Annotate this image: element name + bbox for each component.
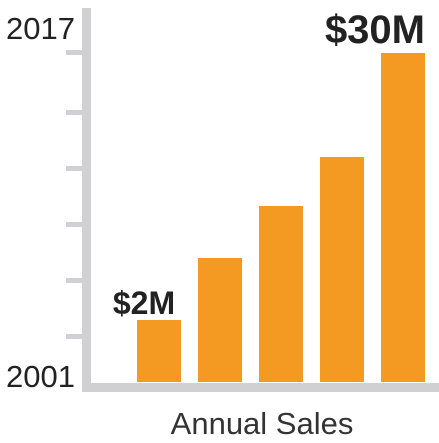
y-axis-top-label: 2017 xyxy=(6,11,75,46)
x-axis xyxy=(82,383,439,392)
bar-3 xyxy=(259,206,303,382)
y-axis-tick-5 xyxy=(66,278,84,283)
y-axis xyxy=(82,8,91,392)
y-axis-tick-6 xyxy=(66,334,84,339)
bar-5 xyxy=(381,53,425,382)
value-label-bar-1: $2M xyxy=(113,285,175,321)
bars-group xyxy=(137,53,425,382)
value-label-bar-5: $30M xyxy=(325,8,425,52)
y-axis-tick-2 xyxy=(66,110,84,115)
x-axis-label: Annual Sales xyxy=(171,406,354,441)
y-axis-tick-1 xyxy=(66,50,84,55)
y-axis-tick-3 xyxy=(66,166,84,171)
y-axis-tick-4 xyxy=(66,222,84,227)
bar-4 xyxy=(320,157,364,382)
bar-2 xyxy=(198,258,242,382)
bar-1 xyxy=(137,320,181,382)
y-axis-ticks xyxy=(66,50,84,339)
value-labels-group: $2M $30M xyxy=(113,8,425,321)
y-axis-bottom-label: 2001 xyxy=(6,359,75,394)
